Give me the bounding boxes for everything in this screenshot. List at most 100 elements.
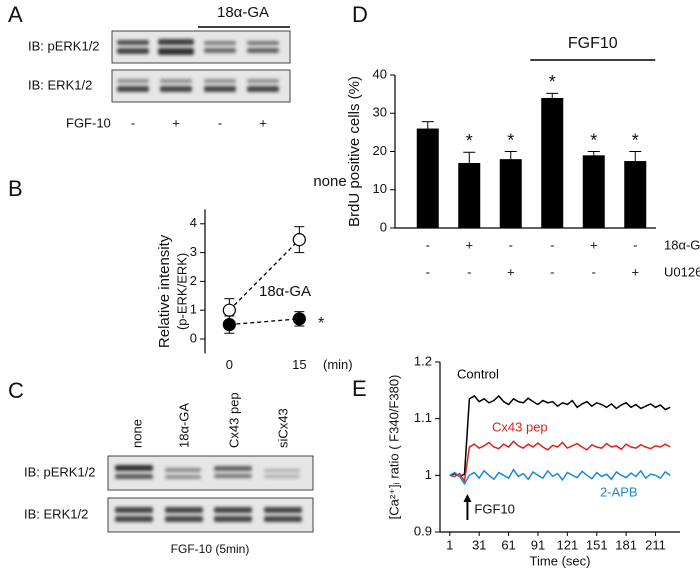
y-tick-label: 1.1 bbox=[414, 410, 432, 425]
y-tick-label: 30 bbox=[373, 105, 387, 120]
trace-line bbox=[449, 440, 671, 484]
panel-label: D bbox=[352, 2, 368, 27]
significance: * bbox=[632, 130, 639, 150]
x-tick-label: 211 bbox=[645, 537, 666, 552]
bar bbox=[458, 162, 481, 228]
y-label: [Ca²⁺]ᵢ ratio ( F340/F380) bbox=[386, 375, 401, 520]
panel-label: E bbox=[352, 376, 367, 401]
panel-label: A bbox=[8, 2, 23, 27]
x-tick-label: 1 bbox=[446, 537, 453, 552]
sign: - bbox=[218, 115, 222, 130]
x-tick-label: 0 bbox=[226, 357, 233, 372]
stimulus-label: FGF10 bbox=[474, 501, 514, 516]
series-label: Cx43 pep bbox=[492, 419, 548, 434]
lane-label: siCx43 bbox=[275, 408, 290, 448]
annotation: * bbox=[318, 315, 324, 332]
row-label: IB: ERK1/2 bbox=[28, 77, 92, 92]
sign: - bbox=[592, 264, 596, 279]
trace-line bbox=[449, 468, 671, 486]
sign: + bbox=[172, 115, 180, 130]
panel-label: C bbox=[8, 378, 24, 403]
caption: FGF-10 (5min) bbox=[171, 542, 250, 556]
bar bbox=[541, 97, 564, 228]
point bbox=[292, 233, 306, 247]
x-tick-label: 151 bbox=[586, 537, 608, 552]
lane-label: Cx43 pep bbox=[226, 392, 241, 448]
sign: + bbox=[507, 264, 515, 279]
series-label: Control bbox=[457, 366, 499, 381]
y-tick-label: 0 bbox=[190, 330, 197, 345]
series-label: none bbox=[313, 173, 346, 190]
significance: * bbox=[590, 130, 597, 150]
significance: * bbox=[507, 130, 514, 150]
row-label: IB: ERK1/2 bbox=[24, 506, 88, 521]
y-tick-label: 10 bbox=[373, 181, 387, 196]
y-label: (p-ERK/ERK) bbox=[174, 253, 189, 330]
bar bbox=[499, 159, 522, 228]
row-label: IB: pERK1/2 bbox=[28, 38, 100, 53]
panel-label: B bbox=[8, 176, 23, 201]
bar bbox=[582, 155, 605, 228]
trace-line bbox=[449, 394, 671, 478]
blot-a: 18α-GA IB: pERK1/2 IB: ERK1/2 FGF-10 - +… bbox=[28, 4, 291, 130]
series-label: 18α-GA bbox=[259, 283, 311, 300]
lane-label: none bbox=[129, 419, 144, 448]
sign: + bbox=[465, 237, 473, 252]
blot-strip bbox=[111, 30, 291, 64]
sign: + bbox=[259, 115, 267, 130]
point bbox=[292, 312, 306, 326]
y-tick-label: 3 bbox=[190, 244, 197, 259]
sign: + bbox=[590, 237, 598, 252]
blot-strip bbox=[107, 455, 314, 491]
y-tick-label: 1 bbox=[425, 467, 432, 482]
y-label: Relative intensity bbox=[156, 234, 173, 348]
blot-strip bbox=[107, 497, 314, 533]
y-tick-label: 1 bbox=[190, 302, 197, 317]
series-label: 2-APB bbox=[600, 484, 638, 499]
x-unit: (min) bbox=[323, 357, 353, 372]
bands bbox=[115, 465, 302, 522]
significance: * bbox=[549, 72, 556, 92]
sign: - bbox=[550, 237, 554, 252]
x-tick-label: 31 bbox=[472, 537, 486, 552]
sign: - bbox=[426, 237, 430, 252]
arrow-head bbox=[463, 494, 472, 502]
series-line bbox=[228, 239, 300, 311]
sign: + bbox=[631, 264, 639, 279]
y-tick-label: 0 bbox=[380, 219, 387, 234]
sign: - bbox=[633, 237, 637, 252]
x-tick-label: 181 bbox=[615, 537, 637, 552]
group-label: FGF10 bbox=[568, 35, 618, 52]
y-tick-label: 40 bbox=[373, 66, 387, 81]
y-label: BrdU positive cells (%) bbox=[346, 76, 363, 227]
y-tick-label: 2 bbox=[190, 273, 197, 288]
x-tick-label: 61 bbox=[501, 537, 515, 552]
y-tick-label: 4 bbox=[190, 215, 197, 230]
condition-label: U0126 bbox=[664, 264, 700, 279]
point bbox=[222, 318, 236, 332]
significance: * bbox=[466, 131, 473, 151]
blot-c: none 18α-GA Cx43 pep siCx43 IB: pERK1/2 … bbox=[24, 392, 314, 556]
row-label: IB: pERK1/2 bbox=[24, 464, 96, 479]
point bbox=[222, 303, 236, 317]
sign: - bbox=[467, 264, 471, 279]
bar bbox=[624, 161, 647, 228]
sign: - bbox=[426, 264, 430, 279]
x-tick-label: 15 bbox=[292, 357, 306, 372]
lane-label: 18α-GA bbox=[176, 403, 191, 448]
y-tick-label: 1.2 bbox=[414, 353, 432, 368]
bar bbox=[416, 128, 439, 228]
sign: - bbox=[131, 115, 135, 130]
x-tick-label: 121 bbox=[556, 537, 578, 552]
group-label: 18α-GA bbox=[217, 4, 269, 21]
x-label: Time (sec) bbox=[530, 553, 591, 568]
bands bbox=[117, 39, 279, 92]
y-tick-label: 0.9 bbox=[414, 523, 432, 538]
series-line bbox=[229, 318, 300, 326]
sign: - bbox=[550, 264, 554, 279]
condition-label: 18α-GA bbox=[664, 237, 700, 252]
treatment-label: FGF-10 bbox=[66, 115, 111, 130]
y-tick-label: 20 bbox=[373, 143, 387, 158]
x-tick-label: 91 bbox=[531, 537, 545, 552]
